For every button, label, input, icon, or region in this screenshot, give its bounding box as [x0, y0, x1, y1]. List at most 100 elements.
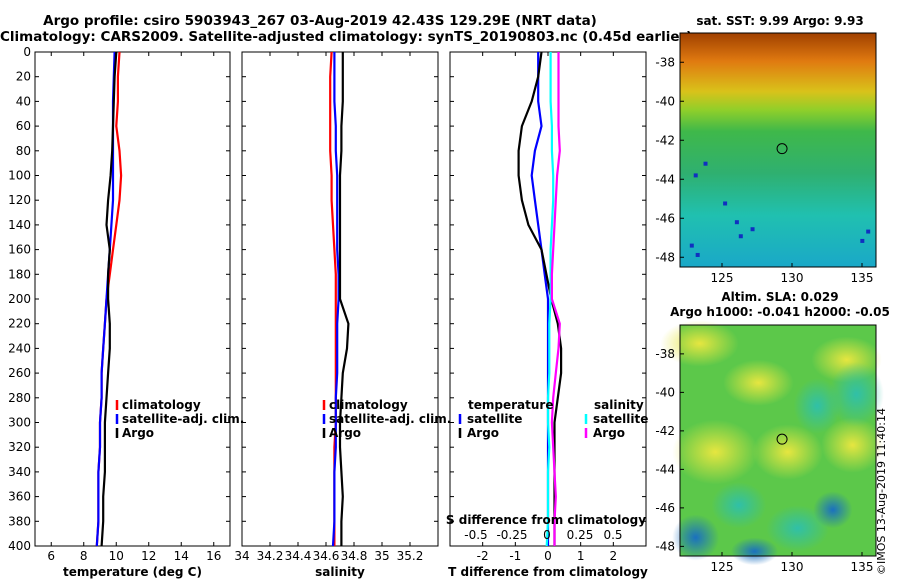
sst-map-ytick-label: -42 [655, 133, 675, 147]
temperature-xtick-label: 6 [47, 549, 55, 563]
difference-series-temperature-satellite [530, 52, 550, 546]
sst-cold-speck [703, 161, 708, 166]
difference-series-salinity-argo [550, 52, 561, 546]
sst-map-ytick-label: -46 [655, 211, 675, 225]
sst-cold-speck [689, 243, 694, 248]
sst-map-xtick-label: 125 [711, 271, 734, 285]
depth-tick-label: 80 [16, 144, 31, 158]
diff-secondary-xtick-label: -0.25 [496, 528, 527, 542]
temperature-xlabel: temperature (deg C) [63, 565, 202, 579]
salinity-xtick-label: 34.2 [257, 549, 284, 563]
sst-cold-speck [734, 220, 739, 225]
salinity-xtick-label: 34 [234, 549, 249, 563]
temperature-legend-label: Argo [122, 426, 154, 440]
sst-cold-speck [750, 227, 755, 232]
sst-cold-speck [866, 229, 871, 234]
sla-anomaly-blob [672, 419, 759, 485]
sla-anomaly-blob [766, 505, 829, 552]
diff-secondary-xtick-label: 0 [543, 528, 551, 542]
difference-xtick-label: -2 [477, 549, 489, 563]
depth-tick-label: 240 [8, 341, 31, 355]
depth-tick-label: 300 [8, 416, 31, 430]
depth-tick-label: 100 [8, 169, 31, 183]
sst-cold-speck [738, 234, 743, 239]
temperature-xtick-label: 10 [109, 549, 124, 563]
sla-anomaly-blob [730, 537, 778, 566]
diff-legend-label: satellite [467, 412, 522, 426]
sla-anomaly-blob [672, 514, 720, 561]
diff-legend-temperature-title: temperature [468, 398, 553, 412]
depth-tick-label: 220 [8, 317, 31, 331]
diff-secondary-xlabel: S difference from climatology [446, 513, 646, 527]
salinity-series-argo [338, 52, 350, 546]
salinity-xtick-label: 34.6 [313, 549, 340, 563]
temperature-legend-label: satellite-adj. clim. [122, 412, 244, 426]
sst-map-frame [679, 32, 877, 268]
sst-cold-speck [695, 252, 700, 257]
sla-map-ytick-label: -42 [655, 424, 675, 438]
salinity-legend-label: climatology [329, 398, 408, 412]
salinity-xlabel: salinity [315, 565, 365, 579]
diff-legend-label: satellite [593, 412, 648, 426]
diff-secondary-xtick-label: 0.25 [567, 528, 594, 542]
depth-tick-label: 260 [8, 366, 31, 380]
difference-xlabel: T difference from climatology [448, 565, 648, 579]
depth-tick-label: 380 [8, 514, 31, 528]
sla-map-ytick-label: -46 [655, 501, 675, 515]
temperature-xtick-label: 16 [206, 549, 221, 563]
sst-map-title: sat. SST: 9.99 Argo: 9.93 [696, 14, 864, 28]
depth-tick-label: 200 [8, 292, 31, 306]
sst-map-ytick-label: -48 [655, 250, 675, 264]
depth-tick-label: 280 [8, 391, 31, 405]
depth-tick-label: 40 [16, 94, 31, 108]
difference-xtick-label: 0 [544, 549, 552, 563]
depth-tick-label: 180 [8, 267, 31, 281]
sla-map-xtick-label: 130 [781, 560, 804, 574]
salinity-xtick-label: 35.2 [397, 549, 424, 563]
sla-anomaly-blob [723, 359, 794, 406]
depth-tick-label: 20 [16, 70, 31, 84]
sla-map-frame [679, 324, 877, 557]
plot-title-line2: Climatology: CARS2009. Satellite-adjuste… [0, 29, 693, 45]
depth-tick-label: 320 [8, 440, 31, 454]
sst-map-xtick-label: 135 [851, 271, 874, 285]
temperature-plot-frame [34, 51, 231, 547]
sla-map-ytick-label: -40 [655, 385, 675, 399]
difference-series-salinity-satellite [545, 52, 555, 547]
depth-tick-label: 120 [8, 193, 31, 207]
sla-map-ytick-label: -38 [655, 347, 675, 361]
salinity-xtick-label: 34.4 [285, 549, 312, 563]
temperature-legend-label: climatology [122, 398, 201, 412]
sla-anomaly-blob [793, 378, 841, 434]
sst-float-location-marker [776, 143, 788, 155]
depth-tick-label: 360 [8, 490, 31, 504]
diff-legend-salinity-title: salinity [594, 398, 644, 412]
salinity-xtick-label: 35 [374, 549, 389, 563]
difference-xtick-label: 2 [610, 549, 618, 563]
diff-secondary-xtick-label: 0.5 [603, 528, 622, 542]
sla-map-title: Altim. SLA: 0.029 [721, 290, 839, 304]
salinity-legend-label: Argo [329, 426, 361, 440]
sla-anomaly-blob [711, 482, 767, 529]
depth-tick-label: 60 [16, 119, 31, 133]
temperature-xtick-label: 14 [174, 549, 189, 563]
diff-secondary-xtick-label: -0.5 [464, 528, 487, 542]
diff-legend-label: Argo [593, 426, 625, 440]
depth-tick-label: 400 [8, 539, 31, 553]
depth-tick-label: 140 [8, 218, 31, 232]
depth-tick-label: 340 [8, 465, 31, 479]
sst-cold-speck [860, 238, 865, 243]
sla-anomaly-blob [828, 361, 884, 427]
salinity-legend-label: satellite-adj. clim. [329, 412, 451, 426]
sst-map-ytick-label: -44 [655, 172, 675, 186]
salinity-series-satellite-adj-clim- [331, 52, 340, 547]
sst-map-xtick-label: 130 [781, 271, 804, 285]
salinity-xtick-label: 34.8 [341, 549, 368, 563]
imos-credit: ©IMOS 13-Aug-2019 11:40:14 [875, 408, 888, 575]
sla-map-subtitle: Argo h1000: -0.041 h2000: -0.05 [670, 305, 890, 319]
temperature-series-argo [100, 51, 118, 547]
sla-anomaly-blob [752, 424, 824, 480]
sla-float-location-marker [776, 433, 788, 445]
temperature-xtick-label: 8 [80, 549, 88, 563]
sst-map-field [680, 33, 876, 267]
